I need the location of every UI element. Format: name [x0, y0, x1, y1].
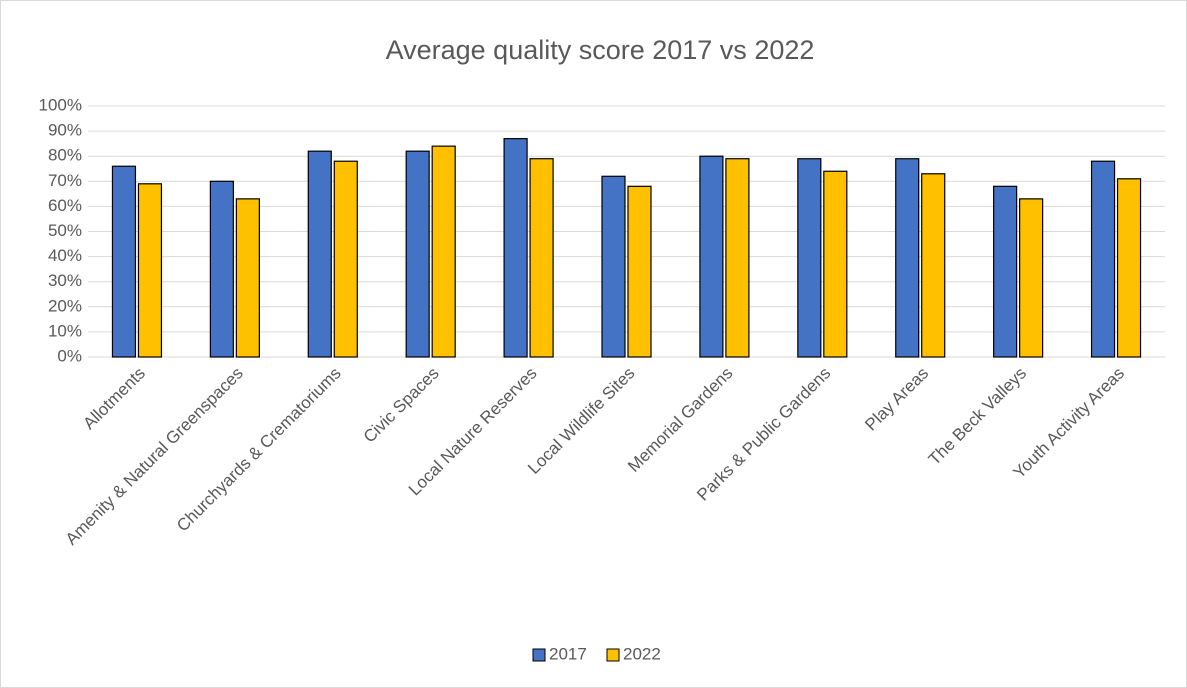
bar: [503, 138, 528, 358]
y-tick-label: 50%: [48, 221, 82, 240]
y-tick-label: 10%: [48, 321, 82, 340]
bar: [405, 150, 430, 358]
bar: [333, 160, 358, 358]
y-tick-label: 80%: [48, 146, 82, 165]
legend-swatch: [606, 648, 620, 662]
y-tick-label: 60%: [48, 196, 82, 215]
bar: [111, 165, 137, 358]
y-tick-label: 70%: [48, 171, 82, 190]
bar: [725, 158, 750, 358]
bar: [601, 175, 626, 358]
bar: [529, 158, 554, 358]
y-tick-label: 40%: [48, 246, 82, 265]
y-tick-label: 30%: [48, 271, 82, 290]
bar: [431, 145, 456, 358]
y-tick-label: 20%: [48, 296, 82, 315]
bar: [209, 180, 234, 358]
bar: [627, 185, 652, 358]
y-tick-label: 100%: [39, 95, 82, 114]
bar: [1090, 160, 1116, 358]
bar: [797, 158, 822, 358]
chart-title: Average quality score 2017 vs 2022: [386, 35, 815, 65]
bar: [307, 150, 332, 358]
bar: [1019, 198, 1044, 358]
bar: [235, 198, 260, 358]
bar: [921, 173, 946, 358]
legend-label: 2022: [623, 644, 661, 663]
legend-label: 2017: [549, 644, 587, 663]
y-tick-label: 0%: [57, 346, 82, 365]
bar: [993, 185, 1018, 358]
bar: [823, 170, 848, 358]
legend-swatch: [532, 648, 546, 662]
bar: [699, 155, 724, 358]
bar: [137, 183, 163, 358]
bar: [895, 158, 920, 358]
y-tick-label: 90%: [48, 121, 82, 140]
bar: [1116, 178, 1142, 358]
